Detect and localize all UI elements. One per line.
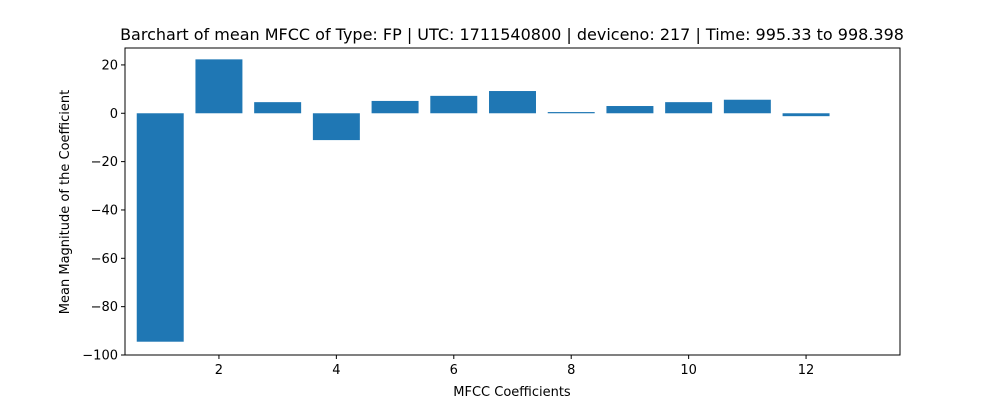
y-tick-label: −60: [91, 252, 118, 267]
bars-group: [136, 59, 830, 342]
bar-mfcc-7: [489, 91, 536, 114]
chart-title: Barchart of mean MFCC of Type: FP | UTC:…: [120, 25, 904, 44]
bar-mfcc-3: [254, 102, 302, 114]
bar-mfcc-4: [312, 113, 360, 141]
bar-mfcc-8: [547, 112, 595, 114]
bar-mfcc-11: [723, 99, 771, 114]
plot-frame: [124, 47, 901, 356]
y-tick-label: 20: [101, 58, 118, 73]
bar-mfcc-9: [606, 106, 654, 114]
x-tick-label: 10: [680, 363, 697, 378]
x-axis-label: MFCC Coefficients: [453, 385, 571, 400]
y-tick-label: −20: [91, 155, 118, 170]
y-tick-label: −100: [82, 349, 118, 364]
bar-mfcc-6: [430, 95, 478, 114]
bar-mfcc-12: [782, 113, 830, 117]
x-tick-label: 4: [332, 363, 340, 378]
bar-mfcc-1: [136, 113, 184, 342]
x-tick-label: 2: [215, 363, 223, 378]
x-tick-label: 8: [567, 363, 575, 378]
bar-mfcc-10: [665, 102, 713, 114]
y-axis-label: Mean Magnitude of the Coefficient: [58, 90, 73, 314]
y-tick-label: −40: [91, 203, 118, 218]
bar-mfcc-5: [371, 100, 419, 114]
y-tick-label: −80: [91, 300, 118, 315]
axes-group: 2 4 6 8 10 12 −100 −80 −60 −40 −20 0 20: [82, 47, 901, 378]
x-tick-label: 6: [450, 363, 458, 378]
y-tick-label: 0: [110, 107, 118, 122]
x-tick-label: 12: [798, 363, 815, 378]
bar-mfcc-2: [195, 59, 243, 114]
